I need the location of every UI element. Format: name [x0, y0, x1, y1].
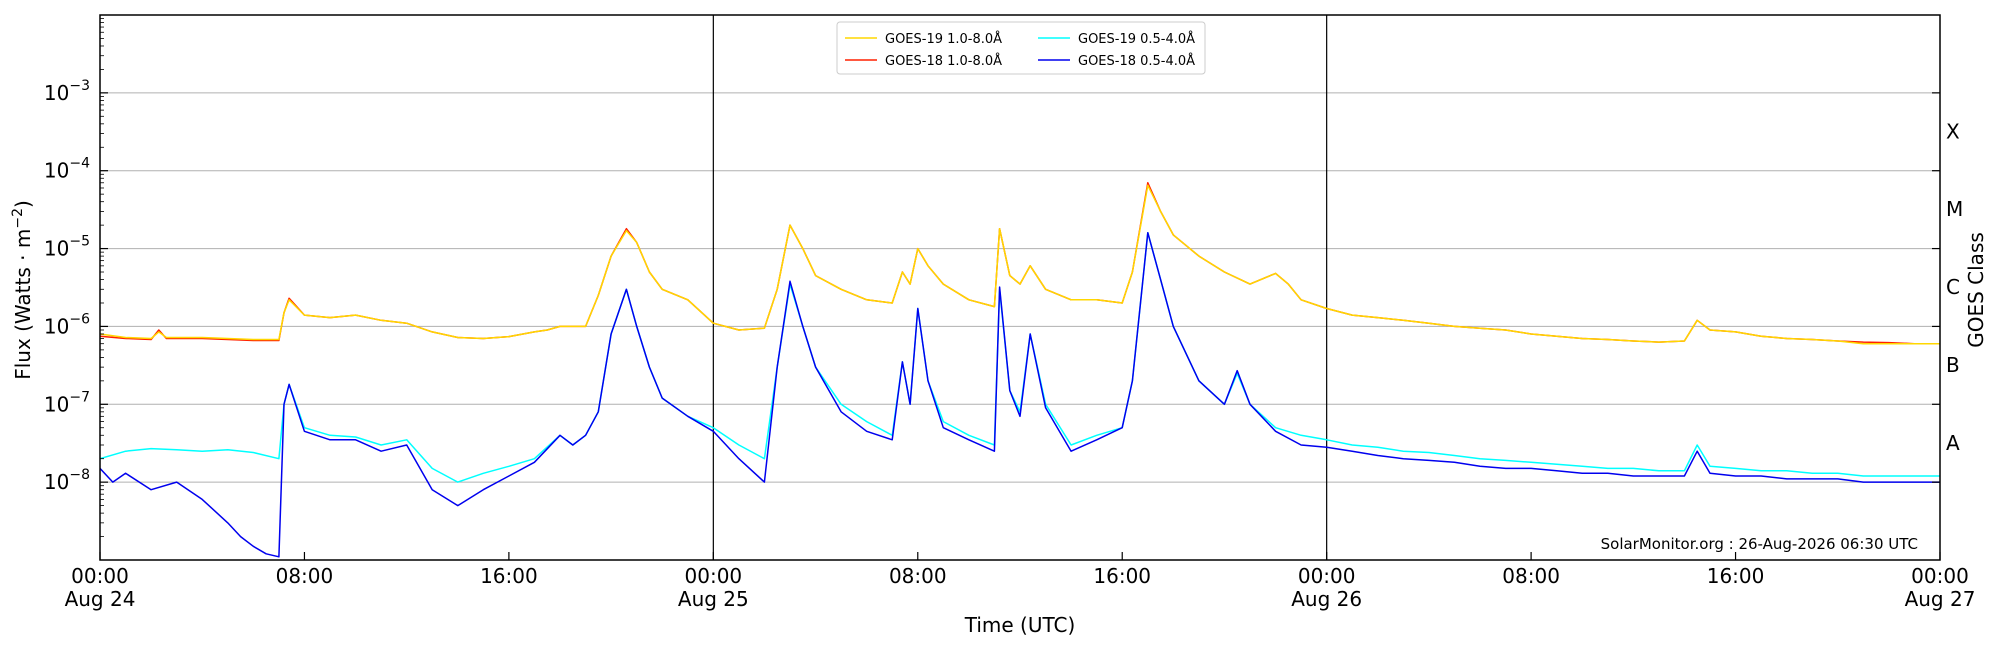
legend-label: GOES-18 0.5-4.0Å: [1078, 53, 1195, 69]
x-tick-time-label: 08:00: [889, 564, 947, 588]
x-tick-time-label: 00:00: [71, 564, 129, 588]
x-tick-time-label: 08:00: [276, 564, 334, 588]
x-tick-time-label: 00:00: [1911, 564, 1969, 588]
x-tick-time-label: 16:00: [1093, 564, 1151, 588]
y-tick-label: 10−3: [44, 78, 90, 105]
x-axis-title: Time (UTC): [964, 613, 1076, 637]
goes-class-c: C: [1946, 275, 1960, 299]
series-lines: [100, 182, 1940, 558]
y-tick-label: 10−4: [44, 156, 90, 183]
y-axis-title: Flux (Watts · m−2): [10, 200, 35, 380]
x-tick-date-label: Aug 24: [65, 587, 136, 611]
x-tick-time-label: 08:00: [1502, 564, 1560, 588]
y-tick-label: 10−6: [44, 311, 90, 338]
grid: [100, 92, 1940, 483]
x-tick-time-label: 00:00: [1298, 564, 1356, 588]
goes-class-m: M: [1946, 197, 1963, 221]
y-axis-ticks: 10−8 10−7 10−6 10−5 10−4 10−3: [44, 18, 1940, 537]
day-divider-lines: [712, 15, 1328, 560]
y2-axis-title: GOES Class: [1964, 232, 1988, 348]
x-tick-time-label: 16:00: [480, 564, 538, 588]
series-line-2: [100, 231, 1940, 483]
goes-class-x: X: [1946, 119, 1960, 143]
legend-box: [836, 21, 1206, 75]
y-tick-label: 10−8: [44, 467, 90, 494]
y-tick-label: 10−5: [44, 234, 90, 261]
plot-frame: [99, 14, 1941, 561]
series-line-0: [100, 184, 1940, 345]
legend-label: GOES-18 1.0-8.0Å: [885, 53, 1002, 69]
goes-class-labels: A B C M X: [1946, 119, 1963, 454]
x-tick-date-label: Aug 25: [678, 587, 749, 611]
credit-text: SolarMonitor.org : 26-Aug-2026 06:30 UTC: [1601, 535, 1918, 553]
x-tick-time-label: 00:00: [685, 564, 743, 588]
legend-label: GOES-19 0.5-4.0Å: [1078, 31, 1195, 47]
goes-class-a: A: [1946, 431, 1960, 455]
legend-label: GOES-19 1.0-8.0Å: [885, 31, 1002, 47]
series-line-3: [100, 231, 1940, 558]
y-tick-label: 10−7: [44, 389, 90, 416]
legend: GOES-19 1.0-8.0Å GOES-18 1.0-8.0Å GOES-19 …: [836, 21, 1206, 75]
x-tick-date-label: Aug 27: [1905, 587, 1976, 611]
goes-class-b: B: [1946, 353, 1960, 377]
x-tick-time-label: 16:00: [1707, 564, 1765, 588]
x-tick-date-label: Aug 26: [1291, 587, 1362, 611]
